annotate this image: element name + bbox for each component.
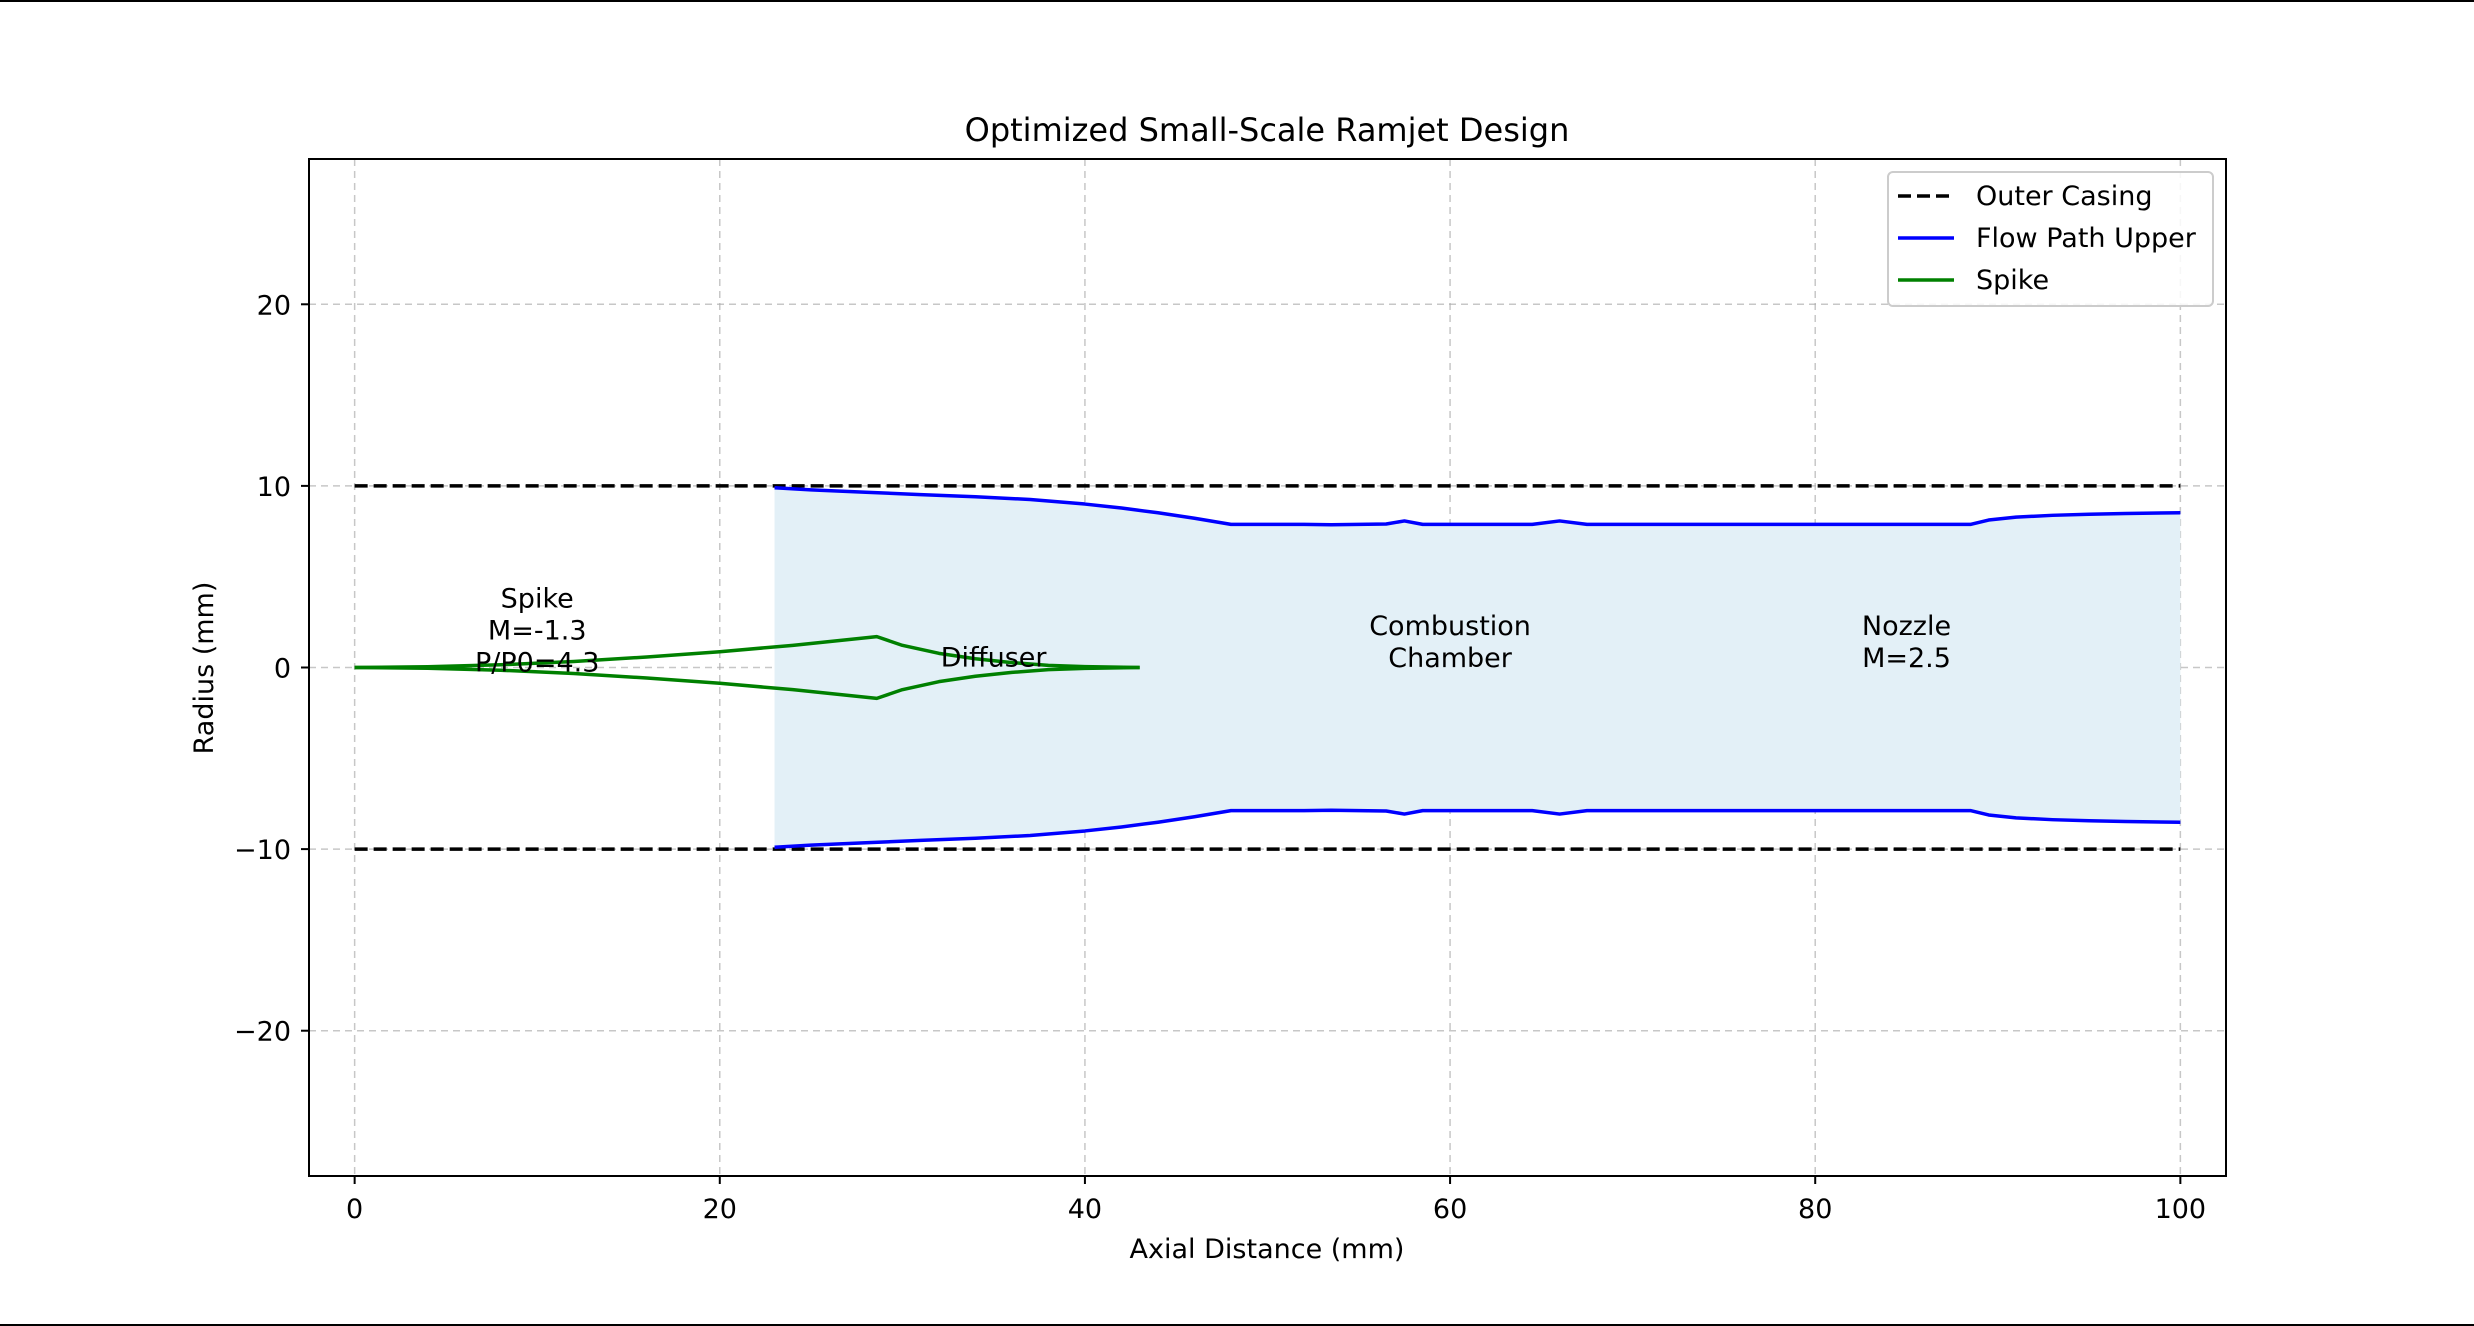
annotation-3: Nozzle M=2.5 — [1862, 611, 1951, 674]
annotation-line: Chamber — [1388, 643, 1513, 674]
annotation-line: P/P0=4.3 — [475, 647, 599, 678]
legend-label: Spike — [1976, 265, 2049, 296]
y-tick-label: 10 — [257, 472, 291, 503]
flow-path-fill — [774, 487, 2181, 848]
bottom-border — [0, 1324, 2474, 1326]
top-border — [0, 0, 2474, 2]
x-tick-label: 80 — [1798, 1194, 1832, 1225]
spike-lower-line — [354, 665, 1140, 701]
annotation-line: M=-1.3 — [488, 615, 587, 646]
axes: 0 20 40 60 80 100 −20 −10 0 10 20 — [234, 158, 2227, 1225]
data-series — [354, 484, 2181, 851]
annotation-line: M=2.5 — [1862, 643, 1951, 674]
legend-box — [1887, 171, 2214, 307]
chart-title: Optimized Small-Scale Ramjet Design — [965, 111, 1570, 149]
x-tick-label: 100 — [2155, 1194, 2207, 1225]
y-tick-label: −10 — [234, 835, 291, 866]
legend-label: Flow Path Upper — [1976, 223, 2197, 254]
flow-path-upper-line — [774, 485, 2181, 527]
flow-path-lower-line — [774, 808, 2181, 850]
y-axis-label: Radius (mm) — [189, 582, 220, 755]
legend-label: Outer Casing — [1976, 181, 2152, 212]
x-tick-label: 40 — [1068, 1194, 1102, 1225]
x-tick-label: 0 — [346, 1194, 363, 1225]
x-axis-label: Axial Distance (mm) — [1130, 1234, 1405, 1265]
annotation-1: Diffuser — [941, 643, 1048, 674]
annotation-0: Spike M=-1.3 P/P0=4.3 — [475, 583, 599, 678]
x-tick-label: 20 — [703, 1194, 737, 1225]
annotation-2: Combustion Chamber — [1369, 611, 1531, 674]
annotation-line: Nozzle — [1862, 611, 1951, 642]
y-tick-label: 20 — [257, 290, 291, 321]
x-tick-label: 60 — [1433, 1194, 1467, 1225]
y-tick-label: 0 — [274, 654, 291, 685]
spike-upper-line — [354, 634, 1140, 670]
annotations: Spike M=-1.3 P/P0=4.3 Diffuser Combustion Cha… — [475, 583, 1951, 678]
legend: Outer Casing Flow Path Upper Spike — [1887, 171, 2214, 307]
annotation-line: Spike — [501, 583, 574, 614]
annotation-line: Combustion — [1369, 611, 1531, 642]
annotation-line: Diffuser — [941, 643, 1048, 674]
y-tick-label: −20 — [234, 1017, 291, 1048]
